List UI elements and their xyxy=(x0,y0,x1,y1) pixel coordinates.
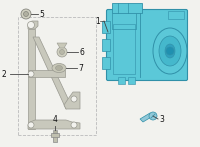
Text: 6: 6 xyxy=(79,47,84,56)
Bar xyxy=(113,24,135,74)
Circle shape xyxy=(166,47,174,55)
Polygon shape xyxy=(64,92,80,109)
Circle shape xyxy=(28,122,34,128)
Text: 3: 3 xyxy=(159,116,164,125)
Bar xyxy=(18,17,96,135)
Circle shape xyxy=(71,96,77,102)
Text: 4: 4 xyxy=(53,115,57,124)
Bar xyxy=(112,3,142,13)
Text: 2: 2 xyxy=(1,70,6,78)
Circle shape xyxy=(21,9,31,19)
Ellipse shape xyxy=(52,64,66,72)
Bar xyxy=(53,133,57,142)
Polygon shape xyxy=(33,37,72,109)
Polygon shape xyxy=(140,113,153,122)
Bar xyxy=(118,77,125,84)
Bar xyxy=(51,133,59,137)
Text: 7: 7 xyxy=(78,64,83,72)
Bar xyxy=(128,77,135,84)
Ellipse shape xyxy=(56,66,63,71)
FancyBboxPatch shape xyxy=(107,10,188,81)
Circle shape xyxy=(57,47,67,57)
Polygon shape xyxy=(57,43,67,48)
Bar xyxy=(102,39,110,51)
Circle shape xyxy=(60,50,65,55)
Circle shape xyxy=(28,21,35,29)
Bar xyxy=(102,57,110,69)
Ellipse shape xyxy=(153,28,187,74)
Bar xyxy=(53,130,57,133)
Ellipse shape xyxy=(165,44,175,58)
Circle shape xyxy=(24,11,29,16)
Circle shape xyxy=(149,112,157,120)
Text: 1: 1 xyxy=(95,16,100,25)
Bar xyxy=(102,21,110,33)
Bar xyxy=(112,13,136,29)
Polygon shape xyxy=(28,21,38,29)
Circle shape xyxy=(28,71,34,77)
Polygon shape xyxy=(28,70,65,77)
Circle shape xyxy=(71,122,77,128)
Ellipse shape xyxy=(159,36,181,66)
Polygon shape xyxy=(28,120,80,129)
Bar xyxy=(168,11,184,19)
Text: 5: 5 xyxy=(39,10,44,19)
Bar xyxy=(28,29,35,129)
